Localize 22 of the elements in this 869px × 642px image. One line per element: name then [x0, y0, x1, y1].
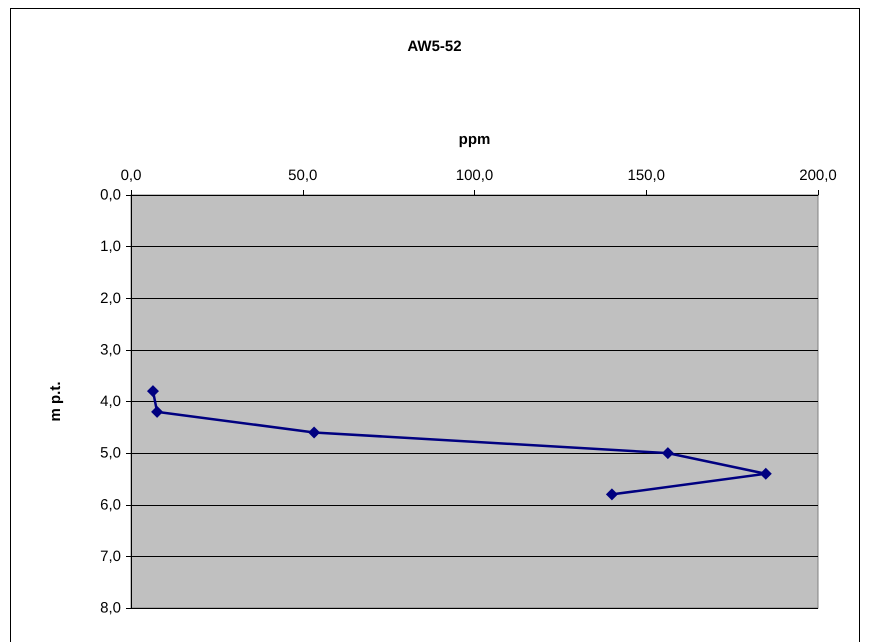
point [151, 406, 164, 418]
x-tick-label: 200,0 [799, 167, 837, 184]
y-tick-label: 0,0 [100, 186, 121, 204]
point [146, 385, 159, 398]
x-axis-title: ppm [458, 131, 490, 148]
point [308, 426, 320, 438]
y-tick-label: 4,0 [100, 393, 121, 410]
x-tick-label: 100,0 [456, 167, 494, 184]
y-axis-title: m p.t. [47, 382, 64, 422]
x-tick-label: 0,0 [120, 167, 142, 184]
point [606, 488, 618, 500]
chart-title: AW5-52 [407, 38, 462, 55]
y-tick-label: 3,0 [100, 341, 121, 358]
point [662, 447, 674, 460]
y-tick-label: 8,0 [100, 600, 121, 616]
y-tick-label: 7,0 [100, 548, 121, 565]
y-tick-label: 2,0 [100, 290, 121, 307]
y-tick-label: 1,0 [100, 238, 121, 256]
x-tick-label: 50,0 [288, 167, 318, 184]
x-tick-label: 150,0 [627, 167, 666, 184]
y-tick-label: 6,0 [100, 496, 121, 514]
y-tick-label: 5,0 [100, 444, 121, 462]
